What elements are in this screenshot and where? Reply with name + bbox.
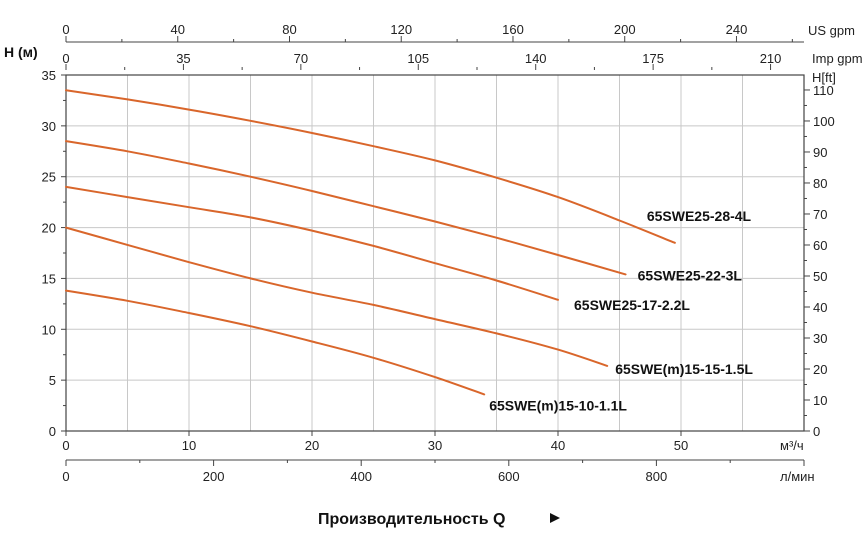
series-line-2: [65, 140, 627, 276]
top-axis-unit-us-gpm: US gpm: [808, 23, 855, 38]
x-axis-title: Производительность Q: [318, 511, 505, 528]
series-label-1: 65SWE25-28-4L: [647, 208, 752, 224]
x-tick-label: 40: [551, 438, 565, 453]
top-imp-gpm-tick-label: 70: [294, 51, 308, 66]
top-us-gpm-tick-label: 160: [502, 22, 524, 37]
right-y-tick-label: 10: [813, 393, 827, 408]
series-line-1: [65, 89, 676, 244]
bottom-lmin-tick-label: 0: [62, 469, 69, 484]
right-y-tick-label: 110: [813, 83, 834, 98]
top-imp-gpm-tick-label: 175: [642, 51, 664, 66]
top-imp-gpm-tick-label: 105: [407, 51, 429, 66]
axes: 0510152025303501020304050607080901001100…: [42, 22, 835, 484]
top-axis-unit-imp-gpm: Imp gpm: [812, 51, 863, 66]
right-y-tick-label: 80: [813, 176, 827, 191]
bottom-axis-unit-lmin: л/мин: [780, 469, 815, 484]
series-labels: 65SWE25-28-4L 65SWE25-22-3L 65SWE25-17-2.2…: [489, 208, 753, 414]
x-tick-label: 30: [428, 438, 442, 453]
series-line-4: [65, 226, 609, 367]
top-us-gpm-tick-label: 120: [390, 22, 412, 37]
top-imp-gpm-tick-label: 210: [760, 51, 782, 66]
x-tick-label: 0: [62, 438, 69, 453]
y-tick-label: 10: [42, 322, 56, 337]
top-us-gpm-tick-label: 0: [62, 22, 69, 37]
top-imp-gpm-tick-label: 140: [525, 51, 547, 66]
right-y-tick-label: 60: [813, 238, 827, 253]
series-label-4: 65SWE(m)15-15-1.5L: [615, 361, 753, 377]
right-y-tick-label: 0: [813, 424, 820, 439]
right-axis-title: H[ft]: [812, 70, 836, 85]
right-y-tick-label: 30: [813, 331, 827, 346]
series-label-3: 65SWE25-17-2.2L: [574, 297, 690, 313]
right-y-tick-label: 50: [813, 269, 827, 284]
series-line-3: [65, 185, 559, 301]
right-y-tick-label: 40: [813, 300, 827, 315]
right-y-tick-label: 100: [813, 114, 835, 129]
bottom-lmin-tick-label: 600: [498, 469, 520, 484]
top-us-gpm-tick-label: 240: [726, 22, 748, 37]
x-axis-unit: м³/ч: [780, 438, 804, 453]
top-imp-gpm-tick-label: 0: [62, 51, 69, 66]
y-axis-title: H (м): [4, 44, 38, 60]
series-line-5: [65, 289, 486, 396]
y-tick-label: 15: [42, 271, 56, 286]
top-imp-gpm-tick-label: 35: [176, 51, 190, 66]
x-tick-label: 50: [674, 438, 688, 453]
top-us-gpm-tick-label: 200: [614, 22, 636, 37]
y-tick-label: 5: [49, 373, 56, 388]
right-y-tick-label: 70: [813, 207, 827, 222]
bottom-lmin-tick-label: 400: [350, 469, 372, 484]
bottom-lmin-tick-label: 200: [203, 469, 225, 484]
series-curves: [65, 89, 676, 396]
y-tick-label: 35: [42, 68, 56, 83]
y-tick-label: 30: [42, 119, 56, 134]
x-tick-label: 10: [182, 438, 196, 453]
x-axis-arrow-icon: [550, 513, 560, 523]
y-tick-label: 25: [42, 170, 56, 185]
x-tick-label: 20: [305, 438, 319, 453]
right-y-tick-label: 90: [813, 145, 827, 160]
top-us-gpm-tick-label: 40: [171, 22, 185, 37]
series-label-5: 65SWE(m)15-10-1.1L: [489, 397, 627, 413]
right-y-tick-label: 20: [813, 362, 827, 377]
top-us-gpm-tick-label: 80: [282, 22, 296, 37]
bottom-lmin-tick-label: 800: [646, 469, 668, 484]
y-tick-label: 0: [49, 424, 56, 439]
series-label-2: 65SWE25-22-3L: [638, 267, 743, 283]
y-tick-label: 20: [42, 221, 56, 236]
